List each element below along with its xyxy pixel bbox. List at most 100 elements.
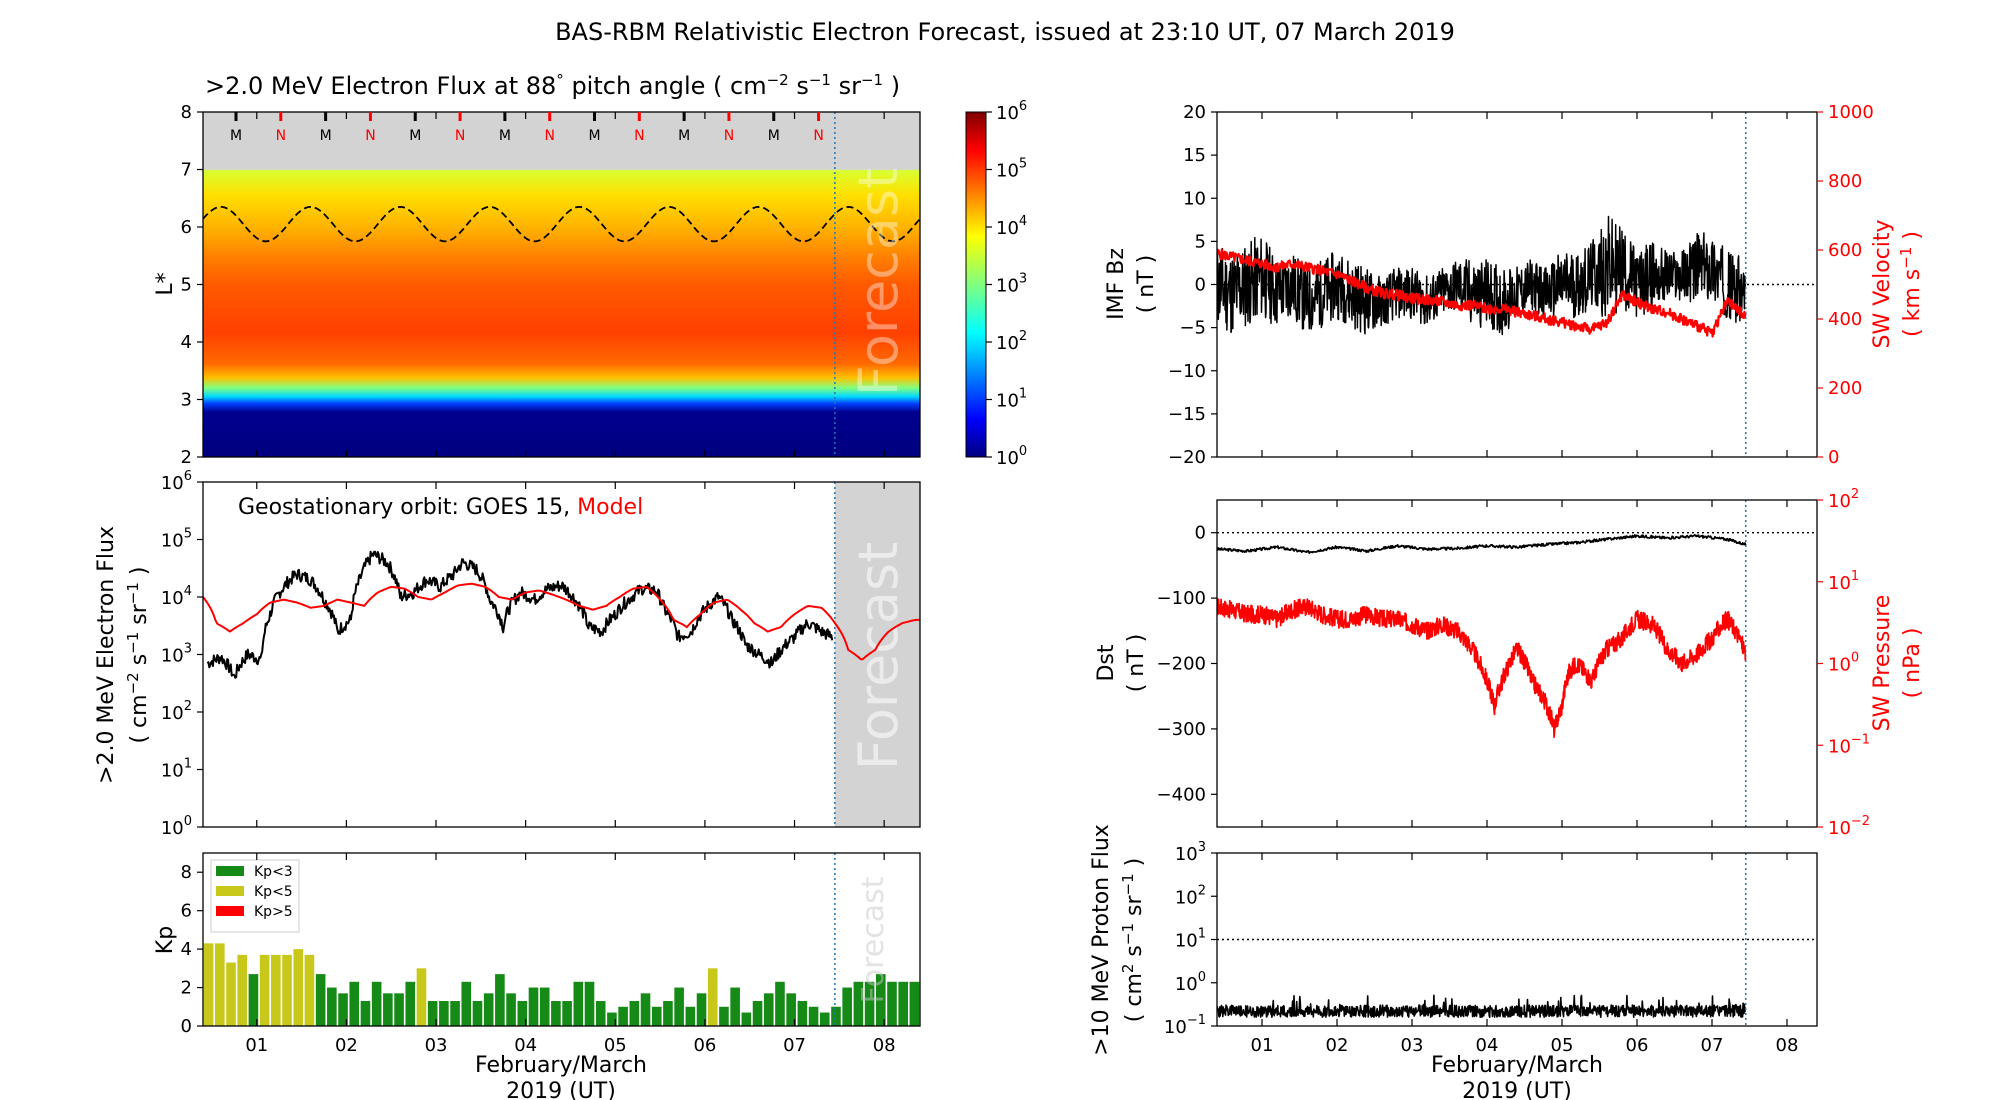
kp-bar <box>439 1001 449 1026</box>
kp-bar <box>327 987 337 1026</box>
y-tick-label: 106 <box>161 469 192 494</box>
kp-bar <box>674 987 684 1026</box>
kp-bar <box>663 1001 673 1026</box>
kp-legend-label: Kp>5 <box>254 904 293 920</box>
kp-bar <box>887 981 897 1026</box>
imf-ylabel-2: ( nT ) <box>1134 255 1159 314</box>
kp-bar <box>349 981 360 1026</box>
kp-bar <box>752 1001 763 1026</box>
kp-bar <box>651 1006 662 1026</box>
y-tick-label: 6 <box>181 217 192 238</box>
mlt-marker: M <box>320 128 332 144</box>
imf-panel: 20 15 10 5 0 −5 −10 −15 −20 1000 800 600 400 200 0 IMF… <box>1104 102 1925 468</box>
y-tick-label: 2 <box>181 447 192 468</box>
kp-bar <box>506 993 516 1026</box>
imf-ylabel-1: IMF Bz <box>1104 248 1129 320</box>
kp-bar <box>1066 982 1076 1026</box>
mlt-marker: N <box>544 128 554 144</box>
kp-bar <box>1022 982 1032 1026</box>
y-tick-label-right: 200 <box>1828 378 1862 399</box>
y-tick-label-right: 10−2 <box>1828 814 1870 839</box>
x-tick-label: 05 <box>1551 1035 1574 1056</box>
kp-legend-label: Kp<3 <box>254 864 293 880</box>
kp-bar <box>573 981 584 1026</box>
kp-bar <box>640 993 651 1026</box>
y-tick-label-right: 100 <box>1828 651 1859 676</box>
mlt-marker: N <box>634 128 644 144</box>
kp-bar <box>999 982 1009 1026</box>
swp-ylabel-1: SW Pressure <box>1870 595 1895 732</box>
x-tick-label: 07 <box>1701 1035 1724 1056</box>
geo-flux-frame <box>202 481 921 828</box>
left-xlabel-1: February/March <box>475 1053 647 1078</box>
kp-ylabel: Kp <box>153 926 178 954</box>
kp-bar <box>831 1006 841 1026</box>
geo-annotation: Geostationary orbit: GOES 15, Model <box>238 495 643 520</box>
mlt-marker: N <box>276 128 286 144</box>
kp-bar <box>1033 982 1043 1026</box>
kp-frame <box>202 852 921 1027</box>
kp-bar <box>551 1001 561 1026</box>
kp-bar <box>450 1001 460 1026</box>
kp-bar <box>898 981 908 1026</box>
y-tick-label: 100 <box>161 814 192 839</box>
y-tick-label: 0 <box>1195 523 1206 544</box>
y-tick-label: 5 <box>181 275 192 296</box>
proton-ylabel-1: >10 MeV Proton Flux <box>1089 824 1114 1056</box>
kp-bar <box>405 981 416 1026</box>
kp-bar <box>528 987 539 1026</box>
y-tick-label: 103 <box>161 642 192 667</box>
kp-bar <box>932 982 942 1026</box>
kp-bar <box>819 1012 830 1026</box>
kp-bar <box>282 954 292 1026</box>
y-tick-label: 100 <box>1175 970 1206 995</box>
swv-ylabel-2: ( km s−1 ) <box>1897 231 1925 337</box>
y-tick-label: −400 <box>1157 784 1206 805</box>
kp-bar <box>1078 982 1088 1026</box>
kp-legend-swatch-green <box>216 866 244 876</box>
kp-bar <box>271 954 281 1026</box>
kp-bar <box>383 993 393 1026</box>
y-tick-label: 0 <box>181 1016 192 1037</box>
y-tick-label: −15 <box>1168 404 1206 425</box>
imf-bz-line <box>1217 215 1747 336</box>
y-tick-label: −300 <box>1157 719 1206 740</box>
kp-bar <box>797 1001 808 1026</box>
kp-bar <box>842 987 852 1026</box>
x-tick-label: 03 <box>425 1035 448 1056</box>
kp-bar <box>517 1001 528 1026</box>
dst-ylabel-1: Dst <box>1094 644 1119 681</box>
kp-bar <box>226 962 236 1026</box>
x-tick-label: 02 <box>335 1035 358 1056</box>
mlt-marker: N <box>724 128 734 144</box>
y-tick-label: 10−1 <box>1164 1013 1206 1038</box>
kp-bar <box>786 993 796 1026</box>
colorbar-gradient <box>965 111 987 458</box>
dst-frame <box>1216 499 1818 828</box>
y-tick-label: 4 <box>181 939 192 960</box>
y-tick-label-right: 101 <box>1828 569 1859 594</box>
right-xlabel-2: 2019 (UT) <box>1462 1079 1572 1100</box>
geo-flux-panel: Forecast Geostationary orbit: GOES 15, M… <box>94 469 921 839</box>
kp-bar <box>607 1012 617 1026</box>
y-tick-label-right: 102 <box>1828 487 1859 512</box>
sw-pressure-line <box>1217 598 1747 738</box>
mlt-marker: M <box>588 128 600 144</box>
x-tick-label: 01 <box>245 1035 268 1056</box>
y-tick-label: 105 <box>161 527 192 552</box>
kp-legend-label: Kp<5 <box>254 884 293 900</box>
kp-bar <box>584 981 595 1026</box>
kp-bar <box>360 1001 371 1026</box>
goes15-line <box>206 550 834 679</box>
x-tick-label: 06 <box>1626 1035 1649 1056</box>
kp-bar <box>988 982 998 1026</box>
y-tick-label-right: 10−1 <box>1828 732 1870 757</box>
y-tick-label: −200 <box>1157 654 1206 675</box>
colorbar-tick-label: 100 <box>996 444 1027 469</box>
kp-bar <box>304 954 315 1026</box>
y-tick-label: 0 <box>1195 275 1206 296</box>
kp-forecast-watermark: Forecast <box>856 876 891 1003</box>
x-tick-label: 06 <box>693 1035 716 1056</box>
